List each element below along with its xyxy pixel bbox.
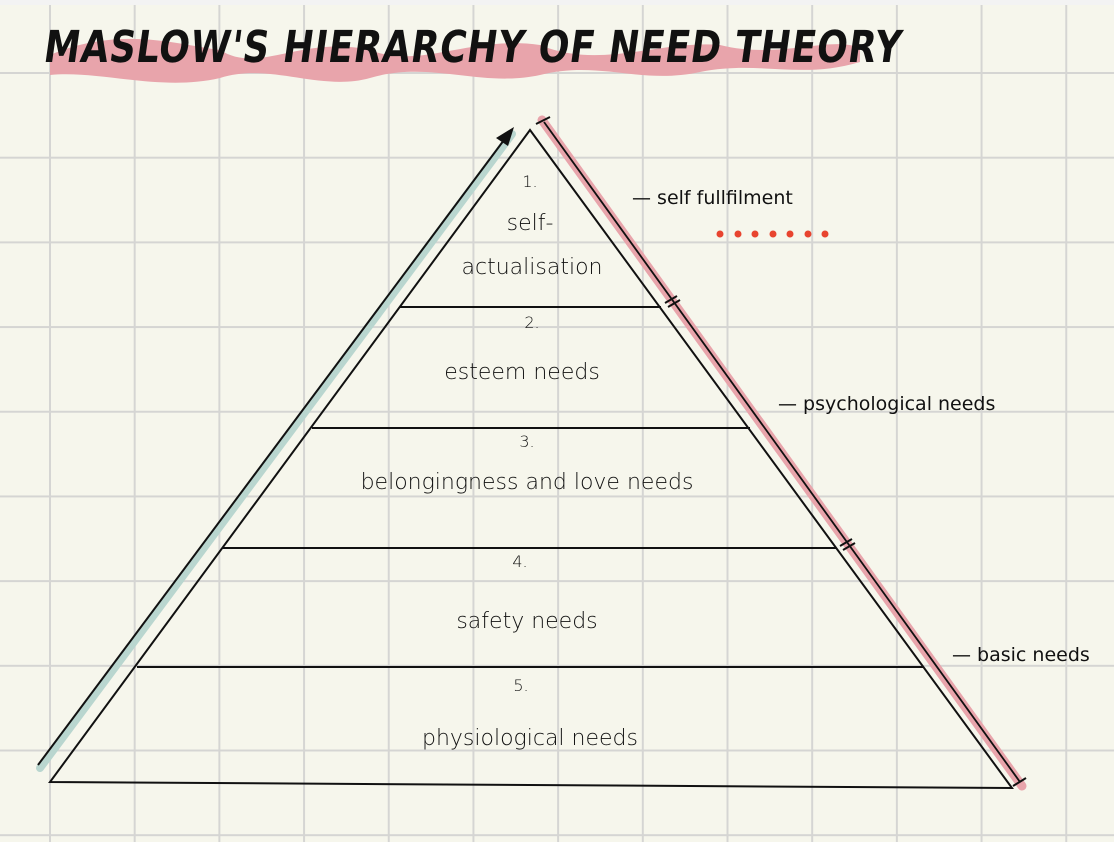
level-2-number: 2.: [524, 313, 540, 332]
level-3-number: 3.: [519, 432, 535, 451]
level-4-label: safety needs: [456, 609, 598, 634]
bracket-tick: [842, 542, 856, 551]
bracket-tick: [535, 116, 551, 125]
level-4-number: 4.: [512, 552, 528, 571]
title-highlight: [50, 38, 860, 83]
bracket-line: [543, 121, 1021, 783]
bracket-tick: [1012, 777, 1027, 787]
up-arrow-head: [496, 127, 514, 146]
level-1-label-line1: self-: [506, 211, 554, 236]
level-2-label: esteem needs: [444, 360, 600, 385]
level-5-number: 5.: [513, 676, 529, 695]
group-label-psychological: — psychological needs: [778, 393, 996, 415]
bracket-tick: [839, 538, 853, 547]
level-1-label-line2: actualisation: [461, 255, 603, 280]
level-5-label: physiological needs: [422, 726, 638, 751]
bracket-tick: [667, 299, 681, 308]
pyramid-outline: [48, 128, 1014, 790]
page-title: MASLOW'S HIERARCHY OF NEED THEORY: [40, 22, 906, 73]
level-3-label: belongingness and love needs: [360, 470, 694, 495]
bracket-tick: [664, 295, 678, 304]
group-label-self-fulfilment: — self fullfilment: [632, 187, 793, 209]
up-arrow-line: [37, 131, 511, 766]
top-strip: [0, 0, 1114, 5]
arrow-shadow: [36, 130, 516, 772]
red-dots: [716, 230, 829, 238]
level-1-number: 1.: [522, 172, 538, 191]
group-label-basic: — basic needs: [952, 644, 1090, 666]
